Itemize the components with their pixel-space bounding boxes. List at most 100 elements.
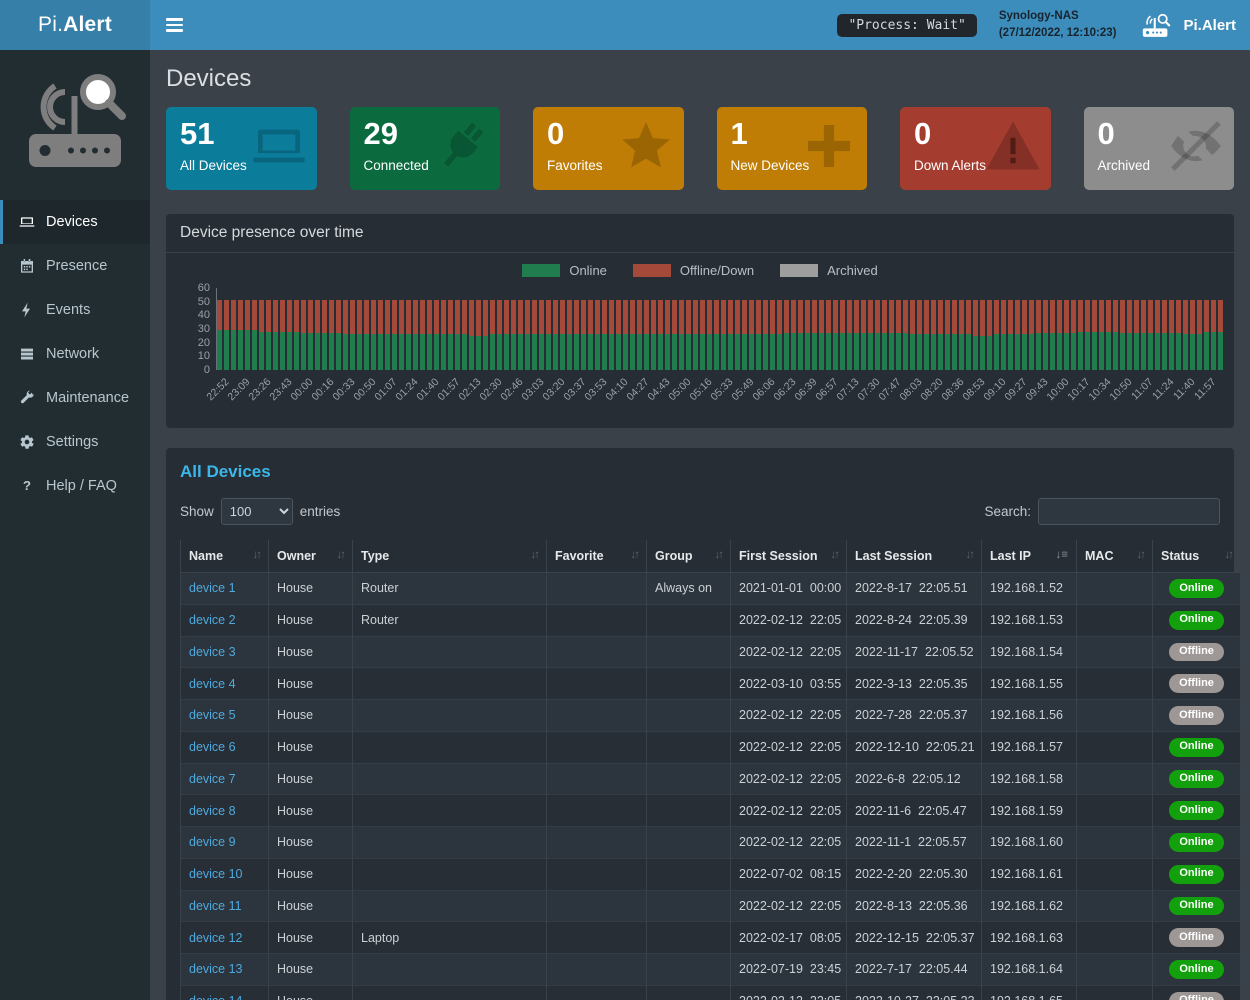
column-header-type[interactable]: ↓↑ Type: [352, 540, 547, 573]
legend-item-online[interactable]: Online: [514, 263, 615, 278]
column-header-last-session[interactable]: ↓↑ Last Session: [846, 540, 982, 573]
chart-bar: [378, 300, 383, 370]
summary-box-all-devices[interactable]: 51 All Devices: [166, 107, 317, 190]
chart-bar: [714, 300, 719, 370]
column-header-last-ip[interactable]: ↓≡ Last IP: [981, 540, 1077, 573]
device-link[interactable]: device 4: [189, 676, 236, 691]
cell-mac: [1076, 921, 1153, 954]
summary-box-down-alerts[interactable]: 0 Down Alerts: [900, 107, 1051, 190]
bar-segment-offline: [1036, 300, 1041, 334]
device-link[interactable]: device 9: [189, 835, 236, 850]
sidebar-item-help-faq[interactable]: ? Help / FAQ: [0, 464, 150, 508]
summary-box-connected[interactable]: 29 Connected: [349, 107, 500, 190]
summary-box-label: Connected: [363, 157, 429, 173]
chart-bar: [1141, 300, 1146, 370]
device-link[interactable]: device 11: [189, 898, 242, 913]
bar-segment-online: [595, 334, 600, 370]
device-link[interactable]: device 1: [189, 581, 236, 596]
cell-name: device 9: [180, 826, 269, 859]
column-header-mac[interactable]: ↓↑ MAC: [1076, 540, 1153, 573]
column-header-status[interactable]: ↓↑ Status: [1152, 540, 1241, 573]
cell-last-session: 2022-11-6 22:05.47: [846, 794, 982, 827]
bar-segment-offline: [672, 300, 677, 335]
device-link[interactable]: device 13: [189, 962, 243, 977]
device-link[interactable]: device 14: [189, 994, 243, 1000]
search-input[interactable]: [1038, 498, 1220, 525]
chart-bar: [931, 300, 936, 370]
x-tick-label: 03:03: [519, 376, 547, 404]
device-link[interactable]: device 5: [189, 708, 236, 723]
bar-segment-offline: [882, 300, 887, 334]
column-header-group[interactable]: ↓↑ Group: [646, 540, 731, 573]
device-link[interactable]: device 6: [189, 740, 236, 755]
cell-type: Router: [352, 604, 547, 636]
legend-swatch: [522, 264, 561, 277]
bar-segment-offline: [609, 300, 614, 335]
legend-item-offline-down[interactable]: Offline/Down: [625, 263, 762, 278]
chart-bar: [525, 300, 530, 370]
chart-bar: [658, 300, 663, 370]
bar-segment-online: [399, 334, 404, 370]
cell-name: device 3: [180, 636, 269, 668]
summary-box-favorites[interactable]: 0 Favorites: [533, 107, 684, 190]
chart-bar: [896, 300, 901, 370]
column-header-favorite[interactable]: ↓↑ Favorite: [546, 540, 647, 573]
legend-label: Online: [569, 263, 607, 278]
sidebar-item-presence[interactable]: Presence: [0, 244, 150, 288]
summary-box-value: 0: [914, 116, 932, 151]
column-header-owner[interactable]: ↓↑ Owner: [268, 540, 353, 573]
bar-segment-online: [1169, 333, 1174, 370]
cell-type: [352, 699, 547, 732]
sidebar-item-maintenance[interactable]: Maintenance: [0, 376, 150, 420]
summary-box-archived[interactable]: 0 Archived: [1083, 107, 1234, 190]
bar-segment-offline: [1071, 300, 1076, 334]
chart-bar: [455, 300, 460, 370]
sidebar-item-events[interactable]: Events: [0, 288, 150, 332]
cell-last-session: 2022-7-28 22:05.37: [846, 699, 982, 732]
sidebar-item-devices[interactable]: Devices: [0, 200, 150, 244]
chart-bar: [959, 300, 964, 370]
x-tick-label: 01:40: [414, 376, 442, 404]
summary-box-label: Archived: [1097, 157, 1151, 173]
device-link[interactable]: device 10: [189, 867, 243, 882]
page-length-select[interactable]: 100: [220, 498, 293, 525]
bar-segment-online: [833, 333, 838, 370]
cell-mac: [1076, 572, 1153, 605]
bar-segment-offline: [1113, 300, 1118, 332]
bar-segment-online: [1176, 333, 1181, 370]
wrench-icon: [18, 390, 35, 406]
bar-segment-online: [1099, 331, 1104, 370]
device-link[interactable]: device 8: [189, 803, 236, 818]
device-link[interactable]: device 12: [189, 930, 243, 945]
sidebar-item-network[interactable]: Network: [0, 332, 150, 376]
brand-logo[interactable]: Pi. Alert: [0, 0, 150, 50]
bar-segment-online: [854, 333, 859, 370]
bar-segment-offline: [224, 300, 229, 331]
x-tick-label: 03:20: [540, 376, 568, 404]
bar-segment-offline: [1218, 300, 1223, 332]
cell-owner: House: [268, 667, 353, 700]
hamburger-menu-icon[interactable]: [166, 10, 196, 40]
bar-segment-offline: [420, 300, 425, 335]
bar-segment-online: [910, 334, 915, 370]
bar-segment-offline: [784, 300, 789, 334]
cell-status: Offline: [1152, 699, 1241, 732]
cell-status: Offline: [1152, 636, 1241, 668]
device-link[interactable]: device 7: [189, 771, 236, 786]
legend-item-archived[interactable]: Archived: [772, 263, 886, 278]
table-row: device 4 House 2022-03-10 03:55 2022-3-13 2…: [180, 667, 1241, 700]
device-link[interactable]: device 2: [189, 613, 236, 628]
chart-bar: [350, 300, 355, 370]
device-link[interactable]: device 3: [189, 644, 236, 659]
bar-segment-offline: [924, 300, 929, 335]
chart-plot: 60 50 40 30 20 10 0: [180, 282, 1223, 376]
summary-box-new-devices[interactable]: 1 New Devices: [716, 107, 867, 190]
show-label: Show: [180, 504, 214, 519]
chart-bar: [336, 300, 341, 370]
column-header-first-session[interactable]: ↓↑ First Session: [730, 540, 847, 573]
cell-favorite: [546, 794, 647, 827]
table-row: device 5 House 2022-02-12 22:05 2022-7-28 2…: [180, 699, 1241, 732]
chart-bar: [217, 300, 222, 370]
column-header-name[interactable]: ↓↑ Name: [180, 540, 269, 573]
sidebar-item-settings[interactable]: Settings: [0, 420, 150, 464]
